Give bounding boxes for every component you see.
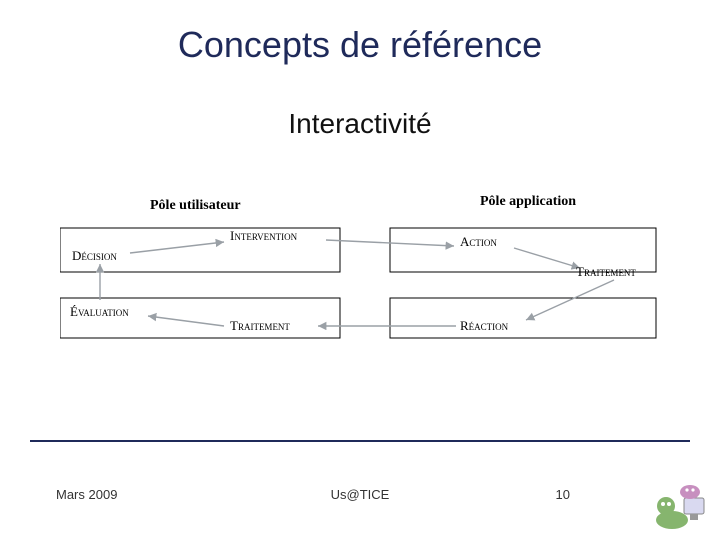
slide-title: Concepts de référence [0, 24, 720, 66]
node-action: Action [460, 234, 497, 250]
node-decision: Décision [72, 248, 117, 264]
footer-separator [30, 440, 690, 442]
pole-application-label: Pôle application [480, 194, 576, 210]
footer-page-number: 10 [556, 487, 570, 502]
panel-app-panel-2 [390, 298, 656, 338]
edge-3 [526, 280, 614, 320]
node-evaluation: Évaluation [70, 304, 129, 320]
edge-5 [148, 316, 224, 326]
node-intervention: Intervention [230, 228, 297, 244]
edge-0 [130, 242, 224, 253]
node-traitement-app: Traitement [576, 264, 636, 280]
slide-subtitle: Interactivité [0, 108, 720, 140]
edge-2 [514, 248, 580, 268]
interactivity-diagram: Pôle utilisateur Pôle application Décisi… [60, 168, 660, 358]
node-reaction: Réaction [460, 318, 508, 334]
mascot-icon [650, 480, 710, 530]
node-traitement-user: Traitement [230, 318, 290, 334]
pole-user-label: Pôle utilisateur [150, 198, 241, 214]
footer-center: Us@TICE [0, 487, 720, 502]
